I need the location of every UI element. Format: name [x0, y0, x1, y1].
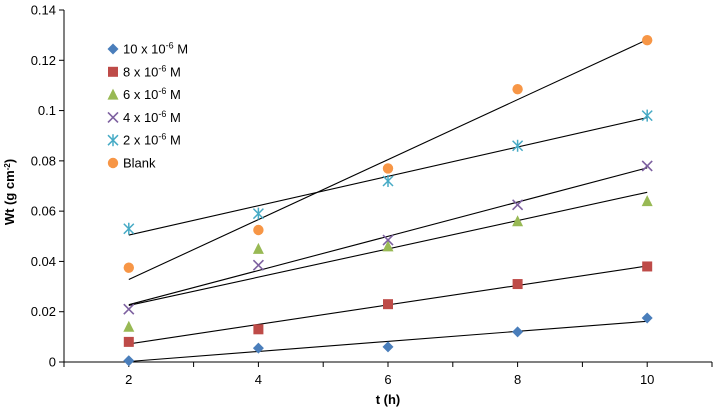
data-point: [641, 109, 653, 122]
data-point: [123, 355, 135, 367]
legend-label: 8 x 10-6 M: [123, 63, 181, 79]
x-tick-label: 6: [384, 372, 391, 387]
data-point: [382, 163, 394, 174]
axes: 0 0.02 0.04 0.06 0.08 0.1 0.12 0.14 2 4 6 8 10: [31, 3, 713, 387]
data-point: [123, 303, 135, 315]
data-point: [512, 326, 524, 338]
y-axis-title-sup: -2: [3, 163, 12, 171]
trend-lines: [128, 39, 648, 363]
y-tick-label: 0.06: [31, 204, 56, 219]
legend-marker: [107, 157, 119, 169]
y-tick-label: 0.08: [31, 153, 56, 168]
y-tick-label: 0.04: [31, 254, 56, 269]
y-axis-title: Wt (g cm-2): [2, 159, 17, 225]
data-point: [123, 336, 134, 347]
data-point: [253, 224, 264, 236]
data-point: [383, 299, 393, 310]
y-tick-label: 0.14: [31, 3, 56, 18]
data-point: [641, 312, 653, 324]
y-tick-label: 0.02: [31, 304, 56, 319]
data-point: [512, 215, 524, 227]
data-point: [382, 341, 394, 353]
y-tick-label: 0: [49, 355, 56, 370]
data-point: [641, 160, 653, 172]
data-point: [252, 242, 264, 254]
x-tick-label: 10: [640, 372, 654, 387]
x-tick-label: 4: [255, 372, 262, 387]
legend-marker: [108, 66, 118, 77]
data-point: [642, 34, 653, 46]
y-tick-label: 0.1: [38, 103, 56, 118]
data-point: [252, 259, 264, 271]
data-point: [252, 207, 264, 220]
legend-marker: [107, 111, 119, 123]
data-point: [253, 324, 264, 335]
legend-label: 10 x 10-6 M: [123, 41, 188, 57]
legend-label: 2 x 10-6 M: [123, 132, 181, 148]
y-axis-title-close: ): [2, 159, 17, 163]
legend-label: 6 x 10-6 M: [123, 86, 181, 102]
data-point: [382, 234, 394, 246]
data-point: [123, 320, 135, 332]
data-point: [512, 139, 524, 152]
legend-marker: [107, 88, 119, 100]
trend-line: [128, 167, 648, 306]
data-point: [641, 195, 653, 207]
x-tick-label: 2: [125, 372, 132, 387]
x-tick-label: 8: [514, 372, 521, 387]
y-axis-title-text: Wt (g cm: [2, 170, 17, 225]
data-point: [382, 240, 394, 252]
legend-label: Blank: [123, 156, 156, 171]
legend-marker: [107, 43, 119, 55]
data-markers: [123, 34, 653, 367]
y-tick-label: 0.12: [31, 53, 56, 68]
data-point: [512, 84, 523, 95]
data-point: [123, 222, 135, 235]
legend-label: 4 x 10-6 M: [123, 109, 181, 125]
legend: 10 x 10-6 M 8 x 10-6 M 6 x 10-6 M 4 x 10-6 …: [107, 41, 188, 171]
x-axis-title: t (h): [376, 392, 401, 407]
data-point: [123, 262, 134, 273]
data-point: [382, 174, 394, 187]
trend-line: [128, 320, 648, 363]
data-point: [512, 279, 523, 290]
data-point: [642, 261, 653, 272]
legend-marker: [107, 134, 119, 147]
trend-line: [128, 39, 648, 281]
data-point: [512, 199, 524, 211]
data-point: [252, 342, 264, 354]
